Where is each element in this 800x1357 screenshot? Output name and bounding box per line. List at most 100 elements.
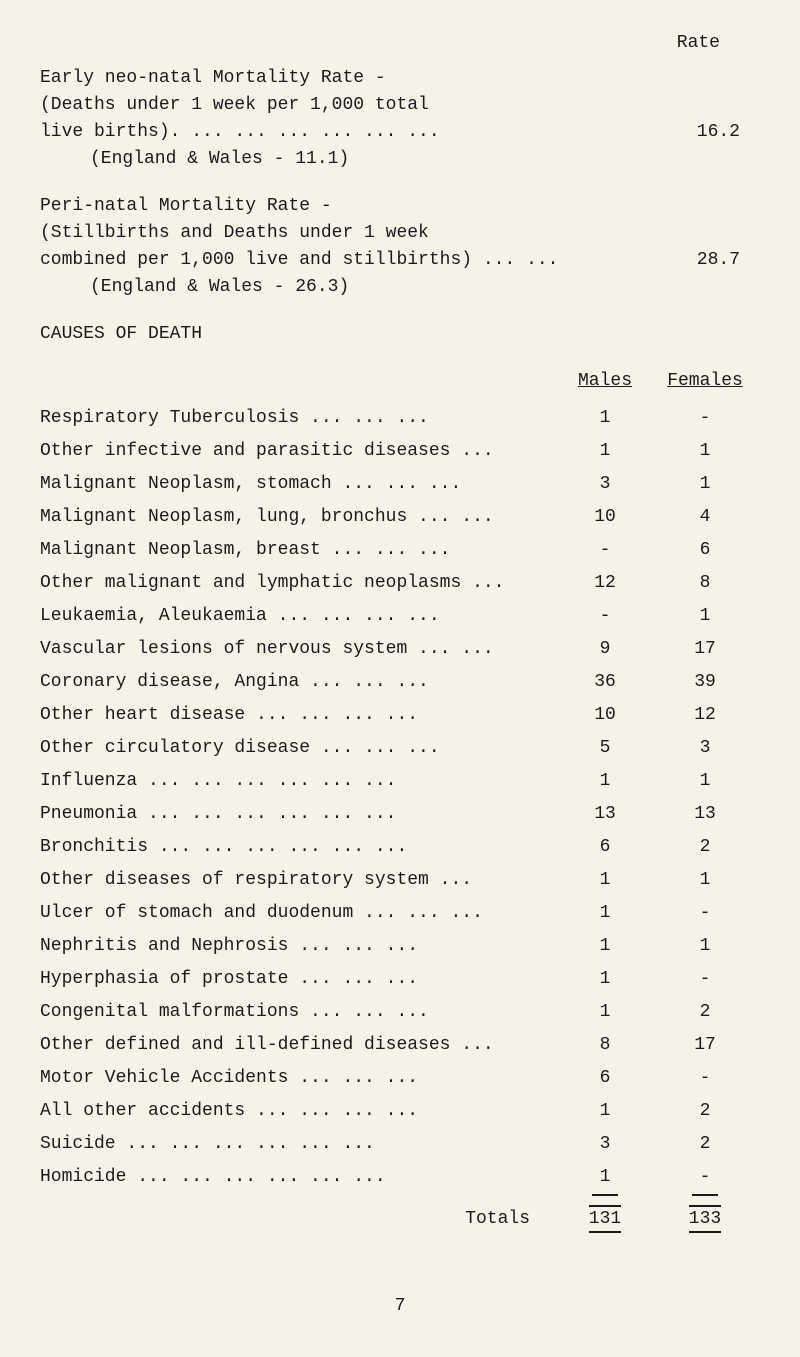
cause-males-value: 5 xyxy=(560,735,650,762)
cause-label: Homicide ... ... ... ... ... ... xyxy=(40,1164,560,1196)
cause-females-value: 17 xyxy=(650,1032,760,1059)
cause-males-value: 1 xyxy=(560,1098,650,1125)
cause-males-value: 1 xyxy=(560,768,650,795)
cause-label: Bronchitis ... ... ... ... ... ... xyxy=(40,834,560,861)
cause-label: Malignant Neoplasm, stomach ... ... ... xyxy=(40,471,560,498)
cause-row: Congenital malformations ... ... ...12 xyxy=(40,999,760,1026)
cause-females-value: - xyxy=(650,1065,760,1092)
cause-row: Malignant Neoplasm, breast ... ... ...-6 xyxy=(40,537,760,564)
cause-label: Malignant Neoplasm, breast ... ... ... xyxy=(40,537,560,564)
cause-row: Other diseases of respiratory system ...… xyxy=(40,867,760,894)
cause-label: Vascular lesions of nervous system ... .… xyxy=(40,636,560,663)
cause-row: Ulcer of stomach and duodenum ... ... ..… xyxy=(40,900,760,927)
cause-males-value: 9 xyxy=(560,636,650,663)
cause-males-value: 8 xyxy=(560,1032,650,1059)
cause-row: Other circulatory disease ... ... ...53 xyxy=(40,735,760,762)
cause-females-value: 13 xyxy=(650,801,760,828)
cause-label: Hyperphasia of prostate ... ... ... xyxy=(40,966,560,993)
totals-females: 133 xyxy=(650,1206,760,1233)
cause-label: All other accidents ... ... ... ... xyxy=(40,1098,560,1125)
cause-females-value: 1 xyxy=(650,867,760,894)
perinatal-line3: combined per 1,000 live and stillbirths)… xyxy=(40,247,660,274)
cause-row: Other infective and parasitic diseases .… xyxy=(40,438,760,465)
cause-males-value: 1 xyxy=(560,966,650,993)
cause-females-value: 1 xyxy=(650,768,760,795)
causes-heading: CAUSES OF DEATH xyxy=(40,321,760,348)
cause-label: Ulcer of stomach and duodenum ... ... ..… xyxy=(40,900,560,927)
perinatal-line2: (Stillbirths and Deaths under 1 week xyxy=(40,220,760,247)
cause-females-value: - xyxy=(650,966,760,993)
cause-row: Leukaemia, Aleukaemia ... ... ... ...-1 xyxy=(40,603,760,630)
cause-females-value: 1 xyxy=(650,438,760,465)
cause-label: Pneumonia ... ... ... ... ... ... xyxy=(40,801,560,828)
early-neonatal-line2: (Deaths under 1 week per 1,000 total xyxy=(40,92,760,119)
cause-label: Other defined and ill-defined diseases .… xyxy=(40,1032,560,1059)
cause-females-value: - xyxy=(650,405,760,432)
perinatal-value: 28.7 xyxy=(660,247,740,274)
cause-males-value: 1 xyxy=(560,405,650,432)
cause-females-value: 6 xyxy=(650,537,760,564)
cause-row: Bronchitis ... ... ... ... ... ...62 xyxy=(40,834,760,861)
cause-males-value: 13 xyxy=(560,801,650,828)
cause-females-value: 2 xyxy=(650,1131,760,1158)
cause-females-value: 8 xyxy=(650,570,760,597)
cause-males-value: 1 xyxy=(560,999,650,1026)
cause-females-value: 3 xyxy=(650,735,760,762)
cause-row: Motor Vehicle Accidents ... ... ...6- xyxy=(40,1065,760,1092)
early-neonatal-line4: (England & Wales - 11.1) xyxy=(90,146,760,173)
table-column-headers: Males Females xyxy=(40,368,760,395)
cause-row: Homicide ... ... ... ... ... ...1- xyxy=(40,1164,760,1196)
cause-row: Respiratory Tuberculosis ... ... ...1- xyxy=(40,405,760,432)
cause-row: Influenza ... ... ... ... ... ...11 xyxy=(40,768,760,795)
cause-row: Other defined and ill-defined diseases .… xyxy=(40,1032,760,1059)
cause-males-value: 6 xyxy=(560,1065,650,1092)
page-number: 7 xyxy=(40,1293,760,1320)
cause-label: Other diseases of respiratory system ... xyxy=(40,867,560,894)
cause-males-value: 10 xyxy=(560,504,650,531)
cause-males-value: - xyxy=(560,603,650,630)
cause-females-value: 2 xyxy=(650,1098,760,1125)
cause-label: Influenza ... ... ... ... ... ... xyxy=(40,768,560,795)
cause-males-value: 1 xyxy=(560,1164,650,1196)
totals-males: 131 xyxy=(560,1206,650,1233)
cause-females-value: 1 xyxy=(650,471,760,498)
column-males: Males xyxy=(560,368,650,395)
early-neonatal-line3: live births). ... ... ... ... ... ... xyxy=(40,119,660,146)
cause-row: Malignant Neoplasm, lung, bronchus ... .… xyxy=(40,504,760,531)
cause-label: Congenital malformations ... ... ... xyxy=(40,999,560,1026)
cause-males-value: 1 xyxy=(560,438,650,465)
cause-males-value: - xyxy=(560,537,650,564)
cause-males-value: 6 xyxy=(560,834,650,861)
cause-row: Vascular lesions of nervous system ... .… xyxy=(40,636,760,663)
totals-label: Totals xyxy=(40,1206,560,1233)
cause-row: Other heart disease ... ... ... ...1012 xyxy=(40,702,760,729)
rate-header-label: Rate xyxy=(40,30,720,57)
cause-females-value: 39 xyxy=(650,669,760,696)
causes-table-body: Respiratory Tuberculosis ... ... ...1-Ot… xyxy=(40,405,760,1196)
cause-row: Malignant Neoplasm, stomach ... ... ...3… xyxy=(40,471,760,498)
cause-label: Other circulatory disease ... ... ... xyxy=(40,735,560,762)
cause-females-value: 12 xyxy=(650,702,760,729)
cause-females-value: 1 xyxy=(650,933,760,960)
perinatal-line4: (England & Wales - 26.3) xyxy=(90,274,760,301)
totals-row: Totals 131 133 xyxy=(40,1206,760,1233)
cause-males-value: 3 xyxy=(560,1131,650,1158)
cause-label: Motor Vehicle Accidents ... ... ... xyxy=(40,1065,560,1092)
cause-row: Other malignant and lymphatic neoplasms … xyxy=(40,570,760,597)
cause-males-value: 1 xyxy=(560,933,650,960)
cause-males-value: 1 xyxy=(560,900,650,927)
cause-row: All other accidents ... ... ... ...12 xyxy=(40,1098,760,1125)
cause-label: Coronary disease, Angina ... ... ... xyxy=(40,669,560,696)
cause-label: Malignant Neoplasm, lung, bronchus ... .… xyxy=(40,504,560,531)
cause-row: Suicide ... ... ... ... ... ...32 xyxy=(40,1131,760,1158)
cause-males-value: 36 xyxy=(560,669,650,696)
cause-males-value: 12 xyxy=(560,570,650,597)
cause-males-value: 1 xyxy=(560,867,650,894)
cause-males-value: 10 xyxy=(560,702,650,729)
column-females: Females xyxy=(650,368,760,395)
cause-females-value: 2 xyxy=(650,834,760,861)
cause-females-value: 2 xyxy=(650,999,760,1026)
cause-males-value: 3 xyxy=(560,471,650,498)
cause-label: Respiratory Tuberculosis ... ... ... xyxy=(40,405,560,432)
cause-row: Nephritis and Nephrosis ... ... ...11 xyxy=(40,933,760,960)
